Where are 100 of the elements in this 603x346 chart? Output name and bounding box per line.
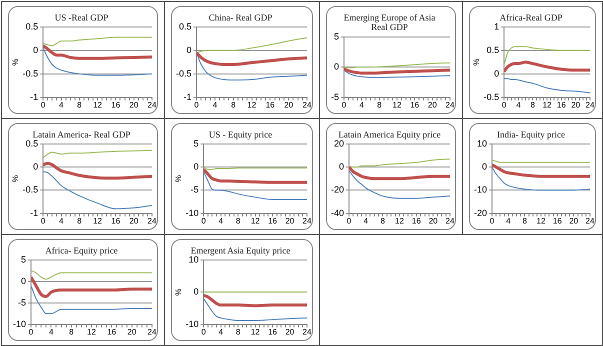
y-tick-label: -0.5 [22,184,38,195]
line-series [504,60,590,74]
x-tick-label: 24 [586,216,595,226]
y-tick-label: -5 [18,297,26,308]
y-tick-label: -20 [330,184,344,195]
y-tick-label: 0 [338,162,344,172]
line-series [349,158,450,168]
x-tick-label: 8 [522,216,528,226]
x-tick-label: 4 [59,216,64,226]
x-tick-label: 4 [48,327,54,336]
y-tick-label: -1 [30,92,38,102]
x-tick-label: 16 [410,100,420,110]
x-tick-label: 0 [40,216,46,226]
y-tick-label: 0.5 [178,21,192,32]
y-tick-label: -10 [474,184,488,195]
x-tick-label: 4 [364,216,369,226]
line-series [43,171,152,210]
line-series [504,46,590,65]
x-tick-label: 24 [148,327,157,336]
line-series [196,37,307,54]
y-axis-title: % [11,175,20,182]
x-tick-label: 4 [359,100,364,110]
x-tick-label: 16 [107,327,117,336]
x-tick-label: 16 [268,216,278,226]
x-tick-label: 4 [506,216,512,226]
y-tick-label: -0.5 [22,68,38,78]
y-tick-label: 0.5 [26,138,38,148]
x-tick-label: 20 [569,216,579,226]
y-tick-label: -1 [183,92,192,102]
line-series [349,170,450,199]
line-series [204,294,307,308]
x-tick-label: 0 [201,216,206,226]
y-tick-label: -10 [186,208,199,218]
y-tick-label: 1 [494,21,500,32]
x-tick-label: 20 [428,216,438,226]
x-tick-label: 8 [69,327,74,336]
x-tick-label: 8 [231,100,236,110]
x-tick-label: 0 [502,100,507,110]
chart-title: Latain America Equity price [338,129,441,140]
line-series [43,150,152,158]
line-series [344,70,450,78]
chart-title: Africa- Equity price [45,245,118,256]
chart-title: Emergent Asia Equity price [190,245,290,256]
x-tick-label: 20 [285,327,295,336]
x-tick-label: 16 [412,216,422,226]
x-tick-label: 8 [377,100,382,110]
y-tick-label: -10 [186,318,199,329]
x-tick-label: 12 [392,100,402,110]
y-tick-label: -5 [190,184,199,195]
x-tick-label: 16 [111,216,121,226]
y-tick-label: 0 [194,162,199,172]
x-tick-label: 24 [446,100,455,110]
x-tick-label: 8 [236,327,241,336]
x-tick-label: 12 [247,100,257,110]
x-tick-label: 8 [530,100,536,110]
y-axis-title: % [11,58,20,66]
line-series [204,168,307,184]
chart-title: Africa-Real GDP [500,12,562,22]
x-tick-label: 12 [250,216,260,226]
y-tick-label: 0 [33,162,38,172]
x-tick-label: 24 [302,216,312,226]
x-tick-label: 20 [129,216,139,226]
x-tick-label: 24 [302,100,312,110]
x-tick-label: 24 [148,216,157,226]
y-tick-label: -20 [474,208,488,218]
line-series [43,36,152,46]
line-series [31,270,152,280]
y-tick-label: 0.5 [486,44,500,55]
line-series [43,48,152,76]
line-series [492,166,590,191]
x-tick-label: 16 [552,216,562,226]
x-tick-label: 16 [111,100,121,110]
y-tick-label: -10 [12,318,26,329]
x-tick-label: 0 [201,327,206,336]
x-tick-label: 8 [236,216,241,226]
y-tick-label: 5 [194,138,199,148]
line-series [31,285,152,314]
y-tick-label: -0.5 [176,68,192,78]
x-tick-label: 12 [87,327,96,336]
line-series [43,44,152,60]
y-tick-label: 5 [334,31,339,42]
x-tick-label: 12 [395,216,404,226]
line-series [492,163,590,178]
x-tick-label: 16 [268,327,278,336]
line-series [43,162,152,180]
line-series [349,166,450,180]
line-series [196,51,307,66]
y-tick-label: -40 [330,208,344,218]
x-tick-label: 8 [77,216,82,226]
x-tick-label: 4 [212,100,218,110]
x-tick-label: 0 [40,100,46,110]
y-tick-label: 0 [20,276,26,286]
x-tick-label: 24 [148,100,157,110]
x-tick-label: 8 [77,100,82,110]
x-tick-label: 24 [302,327,312,336]
x-tick-label: 12 [250,327,260,336]
x-tick-label: 20 [127,327,137,336]
line-series [204,171,307,200]
y-tick-label: -0.5 [484,92,500,102]
x-tick-label: 16 [266,100,276,110]
